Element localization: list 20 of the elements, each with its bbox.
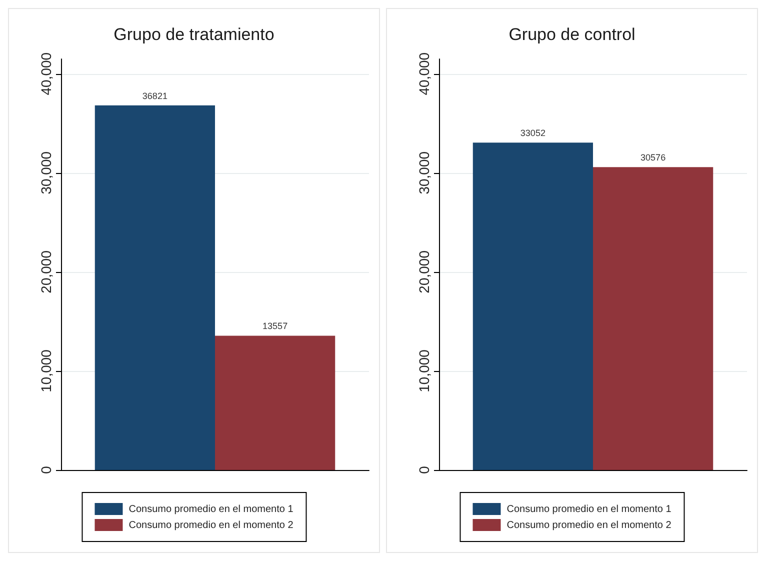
data-label: 36821 <box>142 90 168 101</box>
y-tick-label: 10,000 <box>38 349 54 392</box>
y-tick-label: 40,000 <box>38 52 54 96</box>
chart-title: Grupo de control <box>508 25 636 44</box>
y-tick-label: 40,000 <box>416 52 432 96</box>
legend-label: Consumo promedio en el momento 1 <box>128 504 294 514</box>
y-tick-label: 30,000 <box>416 151 432 194</box>
data-label: 33052 <box>520 128 546 138</box>
data-label: 30576 <box>640 152 666 163</box>
y-tick-label: 0 <box>416 466 432 474</box>
data-label: 13557 <box>262 321 288 332</box>
chart-title: Grupo de tratamiento <box>114 25 274 44</box>
legend-label: Consumo promedio en el momento 2 <box>506 520 672 530</box>
y-tick-label: 20,000 <box>416 250 432 294</box>
y-tick-label: 10,000 <box>416 349 432 392</box>
y-tick-label: 30,000 <box>38 151 54 194</box>
legend-label: Consumo promedio en el momento 2 <box>128 520 294 530</box>
y-tick-label: 20,000 <box>38 250 54 294</box>
legend-label: Consumo promedio en el momento 1 <box>506 504 672 514</box>
y-tick-label: 0 <box>38 466 54 474</box>
